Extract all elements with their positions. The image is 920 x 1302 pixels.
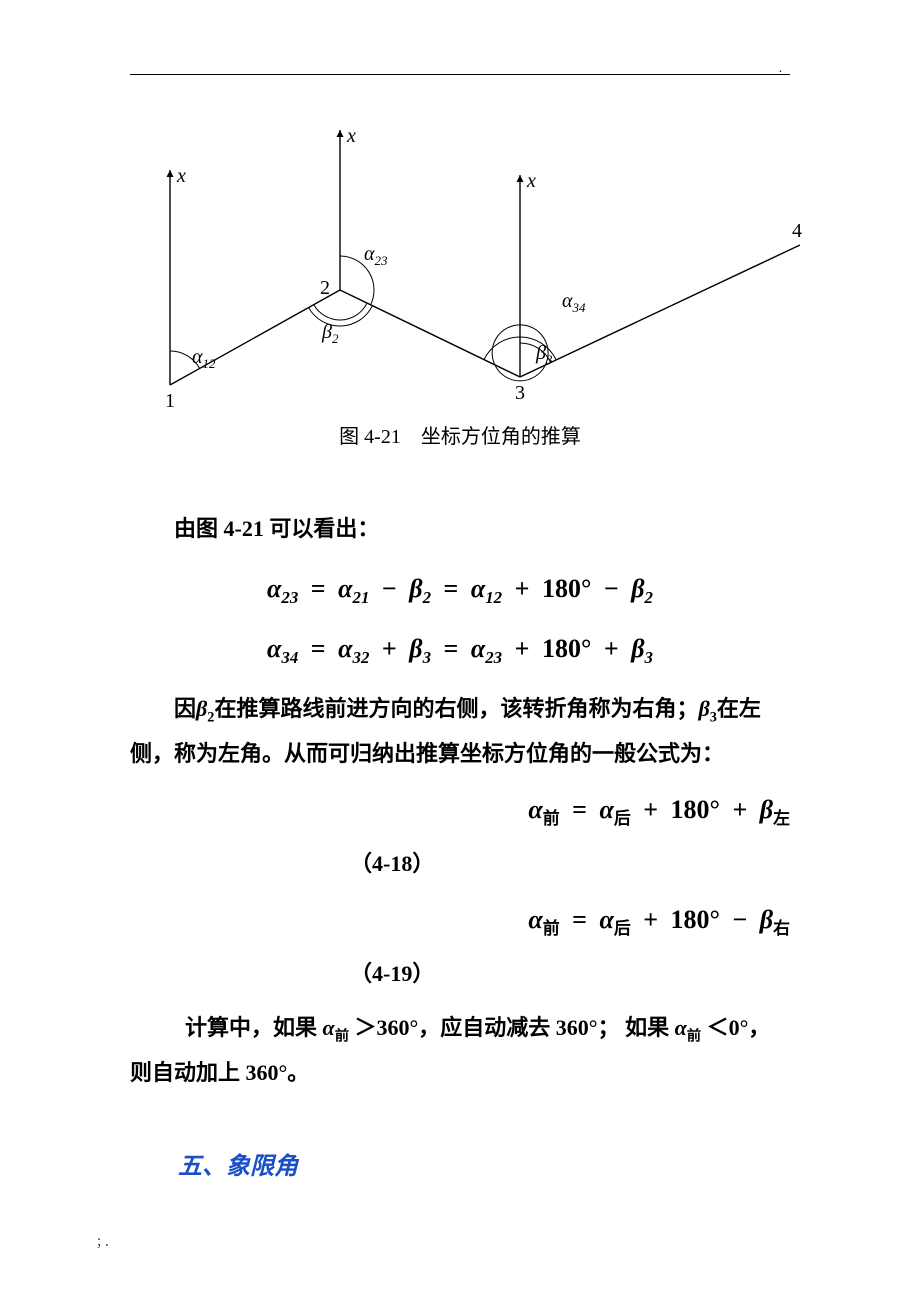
svg-text:α34: α34 (562, 290, 586, 315)
equation-alpha34: α34 = α32 + β3 = α23 + 180° + β3 (267, 623, 653, 675)
svg-text:x: x (346, 125, 356, 147)
equation-alpha23: α23 = α21 − β2 = α12 + 180° − β2 (267, 563, 653, 615)
svg-text:1: 1 (165, 390, 175, 410)
figure-4-21: xxx1234α12α23β2α34β3 图 4-21 坐标方位角的推算 (130, 110, 790, 449)
figure-caption: 图 4-21 坐标方位角的推算 (339, 420, 581, 449)
explanation-paragraph: 因β2在推算路线前进方向的右侧，该转折角称为右角；β3在左侧，称为左角。从而可归… (130, 687, 790, 776)
azimuth-diagram: x x x 1 2 3 4 α12 α23 β2 α34 β3 (110, 110, 810, 410)
section-heading-quadrant-angle: 五、象限角 (130, 1143, 790, 1191)
svg-text:β3: β3 (535, 342, 553, 367)
document-body: 由图 4-21 可以看出： α23 = α21 − β2 = α12 + 180… (130, 507, 790, 1191)
equation-4-19: α前 = α后 + 180° − β右 (130, 894, 790, 946)
equation-number-4-19: （4-19） (130, 952, 790, 996)
equation-block-1: α23 = α21 − β2 = α12 + 180° − β2 α34 = α… (130, 559, 790, 679)
header-dot: ． (778, 60, 788, 75)
calculation-note: 计算中，如果 α前 ＞360°，应自动减去 360°； 如果 α前 ＜0°，则自… (130, 1006, 790, 1095)
svg-text:x: x (176, 165, 186, 187)
header-rule (130, 74, 790, 75)
footer-mark: ；． (96, 1233, 118, 1250)
lead-paragraph: 由图 4-21 可以看出： (130, 507, 790, 551)
equation-4-18: α前 = α后 + 180° + β左 (130, 784, 790, 836)
svg-text:α23: α23 (364, 243, 388, 268)
svg-text:α12: α12 (192, 346, 216, 371)
equation-number-4-18: （4-18） (130, 842, 790, 886)
svg-text:β2: β2 (321, 321, 339, 346)
svg-text:x: x (526, 170, 536, 192)
svg-text:2: 2 (320, 277, 330, 299)
svg-text:4: 4 (792, 220, 802, 242)
svg-text:3: 3 (515, 382, 525, 404)
